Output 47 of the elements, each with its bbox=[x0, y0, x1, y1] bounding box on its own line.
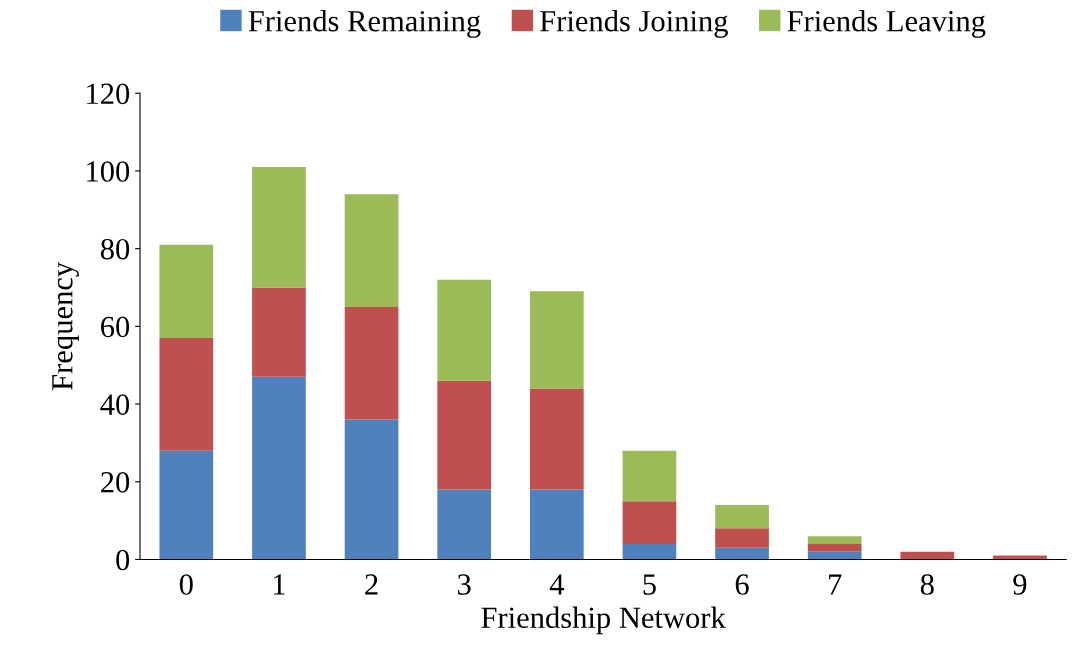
bar bbox=[252, 376, 306, 560]
x-tick-label: 0 bbox=[179, 574, 193, 595]
y-tick-label: 80 bbox=[100, 238, 130, 260]
bar bbox=[344, 419, 399, 560]
bar bbox=[437, 489, 492, 560]
bar bbox=[622, 543, 677, 560]
bar bbox=[529, 489, 584, 560]
y-tick-label: 100 bbox=[87, 161, 130, 182]
bar bbox=[252, 287, 306, 377]
bar bbox=[344, 306, 399, 420]
bar bbox=[437, 279, 492, 381]
x-tick-label: 8 bbox=[920, 574, 934, 595]
bar bbox=[900, 551, 955, 560]
bar bbox=[529, 291, 584, 389]
y-tick-label: 40 bbox=[100, 394, 130, 415]
x-tick-label: 2 bbox=[365, 574, 378, 595]
x-tick-label: 1 bbox=[273, 574, 285, 595]
bar bbox=[715, 547, 769, 560]
bar bbox=[529, 388, 584, 490]
bar bbox=[159, 244, 214, 338]
bar bbox=[159, 450, 214, 560]
x-tick-label: 9 bbox=[1013, 574, 1027, 595]
legend-label: Friends Leaving bbox=[787, 9, 986, 38]
x-tick-label: 6 bbox=[735, 574, 749, 595]
y-tick-label: 0 bbox=[116, 549, 130, 571]
x-tick-label: 3 bbox=[458, 574, 471, 595]
bar bbox=[715, 528, 769, 548]
bar bbox=[807, 543, 862, 552]
bar bbox=[715, 505, 769, 529]
y-tick-label: 60 bbox=[101, 316, 130, 338]
bar bbox=[807, 536, 862, 544]
bar bbox=[622, 501, 677, 544]
x-axis-title: Friendship Network bbox=[481, 606, 726, 635]
bar bbox=[344, 194, 399, 307]
bar bbox=[437, 380, 492, 490]
legend-label: Friends Remaining bbox=[248, 9, 481, 38]
legend-label: Friends Joining bbox=[540, 9, 728, 38]
y-tick-label: 20 bbox=[101, 472, 130, 493]
bar bbox=[807, 551, 862, 560]
x-tick-label: 7 bbox=[829, 574, 842, 595]
bar bbox=[622, 450, 677, 502]
bar bbox=[159, 338, 214, 451]
y-axis-title: Frequency bbox=[52, 261, 79, 390]
x-tick-label: 4 bbox=[549, 574, 564, 595]
bar bbox=[252, 167, 306, 288]
x-tick-label: 5 bbox=[643, 574, 656, 595]
y-tick-label: 120 bbox=[87, 83, 130, 105]
